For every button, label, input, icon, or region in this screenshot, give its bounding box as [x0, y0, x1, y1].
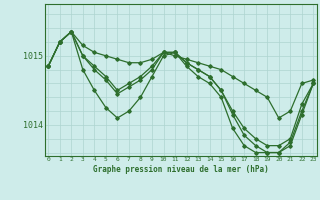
X-axis label: Graphe pression niveau de la mer (hPa): Graphe pression niveau de la mer (hPa) — [93, 165, 269, 174]
